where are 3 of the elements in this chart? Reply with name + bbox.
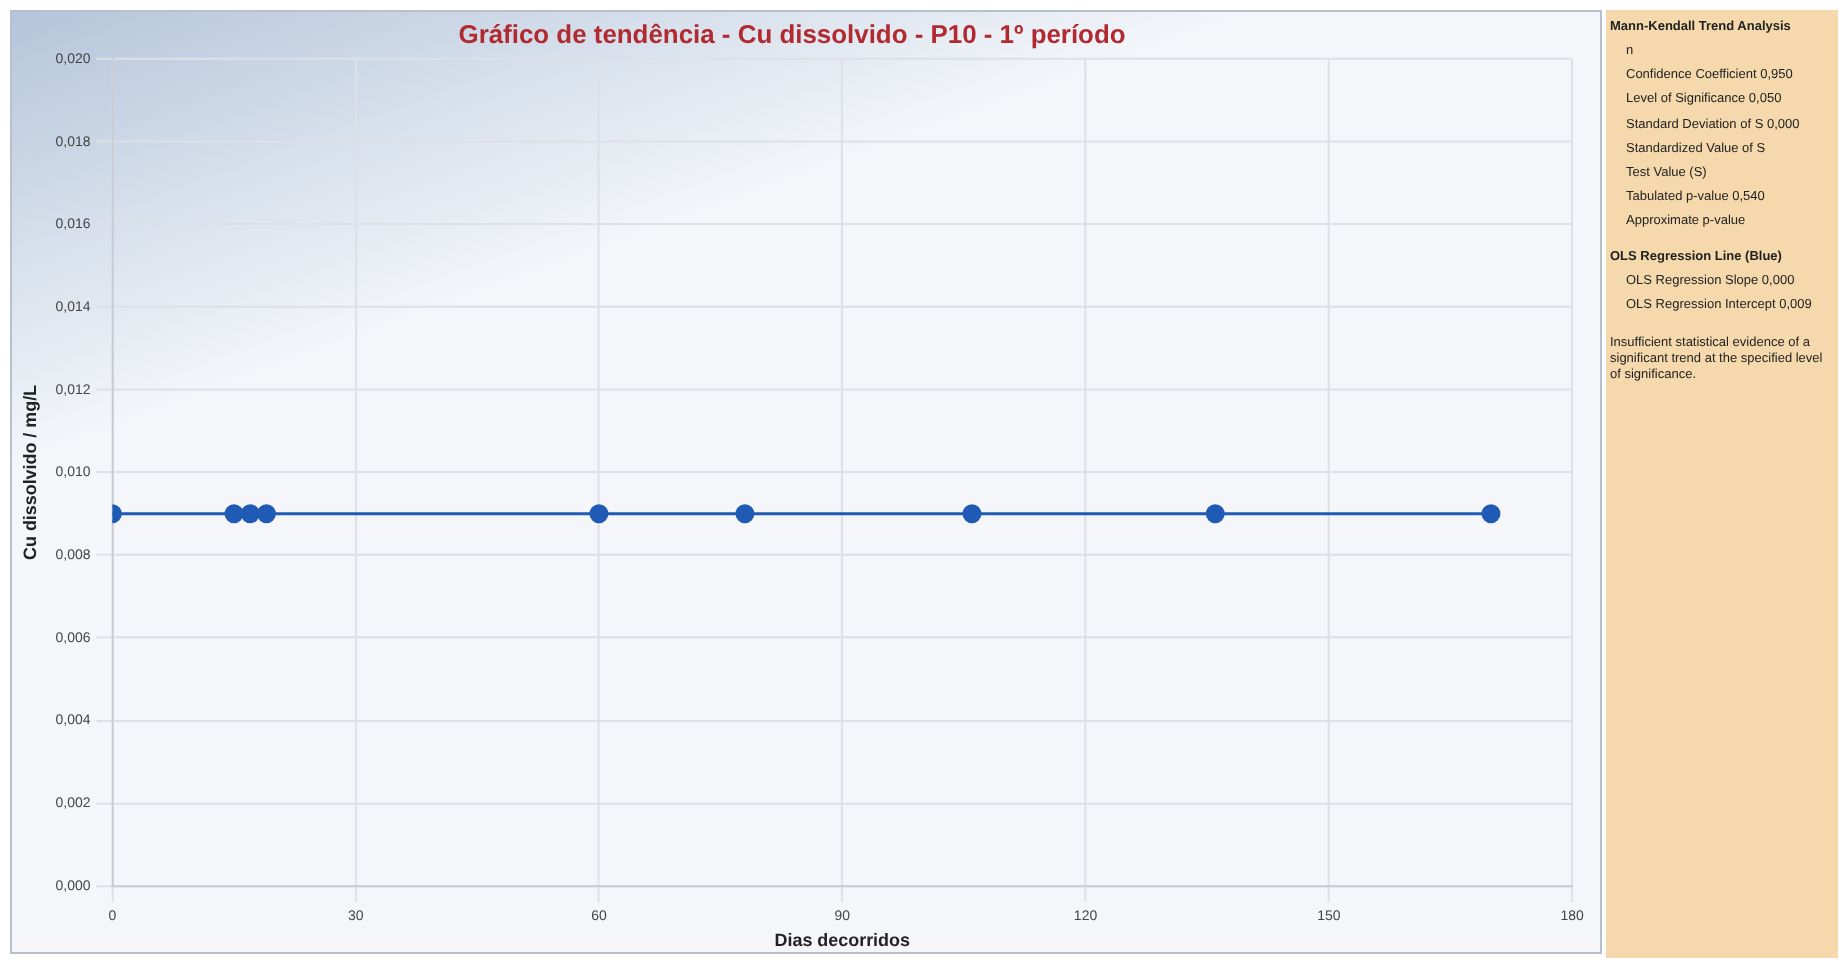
y-axis-title: Cu dissolvido / mg/L <box>19 383 40 560</box>
x-axis-title: Dias decorridos <box>774 930 910 951</box>
chart-title: Gráfico de tendência - Cu dissolvido - P10 - 1º período <box>458 18 1126 49</box>
